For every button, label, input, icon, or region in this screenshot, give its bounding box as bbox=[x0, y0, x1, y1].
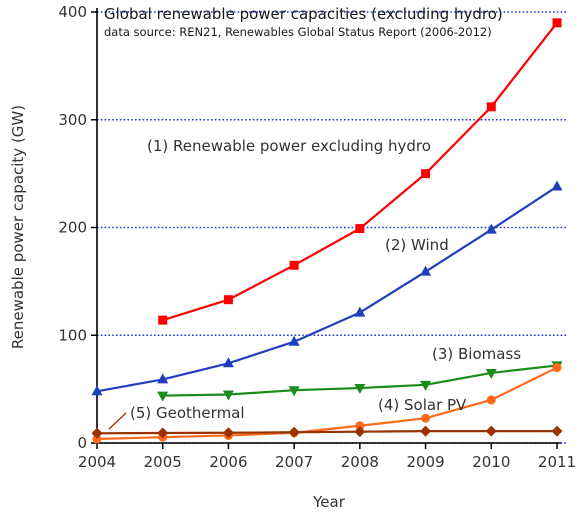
series-line-5-geothermal bbox=[96, 430, 557, 435]
data-point-4-solar-pv-2004 bbox=[92, 434, 102, 444]
y-tick-label-300: 300 bbox=[58, 111, 87, 129]
data-point-3-biomass-2007 bbox=[288, 386, 300, 397]
series-line-1-renewable-power-excluding-hydro bbox=[162, 22, 558, 322]
data-point-1-renewable-power-excluding-hydro-2010 bbox=[486, 102, 496, 112]
data-point-2-wind-2007 bbox=[288, 335, 300, 346]
data-point-3-biomass-2009 bbox=[420, 380, 432, 391]
x-tick-label-2008: 2008 bbox=[341, 453, 379, 471]
data-point-2-wind-2005 bbox=[157, 373, 169, 384]
data-point-1-renewable-power-excluding-hydro-2009 bbox=[421, 169, 431, 179]
x-tick-label-2006: 2006 bbox=[209, 453, 247, 471]
x-tick-label-2004: 2004 bbox=[78, 453, 116, 471]
series-line-4-solar-pv bbox=[96, 366, 558, 441]
data-point-3-biomass-2005 bbox=[157, 391, 169, 402]
data-point-1-renewable-power-excluding-hydro-2007 bbox=[289, 260, 299, 270]
x-tick-label-2011: 2011 bbox=[538, 453, 576, 471]
data-point-4-solar-pv-2008 bbox=[355, 421, 365, 431]
data-point-5-geothermal-2008 bbox=[354, 426, 366, 438]
y-tick-label-0: 0 bbox=[77, 434, 87, 452]
data-point-2-wind-2004 bbox=[91, 385, 103, 396]
data-point-4-solar-pv-2009 bbox=[421, 413, 431, 423]
x-axis-title: Year bbox=[312, 493, 346, 511]
data-point-1-renewable-power-excluding-hydro-2011 bbox=[552, 18, 562, 28]
data-point-1-renewable-power-excluding-hydro-2005 bbox=[158, 315, 168, 325]
y-tick-label-200: 200 bbox=[58, 219, 87, 237]
data-point-5-geothermal-2010 bbox=[485, 425, 497, 437]
data-point-4-solar-pv-2011 bbox=[552, 363, 562, 373]
chart-text: Global renewable power capacities (exclu… bbox=[9, 5, 521, 511]
data-point-5-geothermal-2004 bbox=[91, 427, 103, 439]
y-tick-label-400: 400 bbox=[58, 3, 87, 21]
x-tick-label-2010: 2010 bbox=[472, 453, 510, 471]
data-point-2-wind-2010 bbox=[485, 223, 497, 234]
x-tick-label-2009: 2009 bbox=[406, 453, 444, 471]
series-label-biomass: (3) Biomass bbox=[432, 345, 521, 363]
data-point-2-wind-2006 bbox=[222, 357, 234, 368]
data-point-5-geothermal-2006 bbox=[222, 427, 234, 439]
geothermal-label-pointer bbox=[108, 412, 127, 430]
data-point-2-wind-2008 bbox=[354, 306, 366, 317]
data-point-5-geothermal-2011 bbox=[551, 425, 563, 437]
series-line-2-wind bbox=[96, 185, 558, 393]
x-tick-label-2007: 2007 bbox=[275, 453, 313, 471]
data-point-5-geothermal-2007 bbox=[288, 426, 300, 438]
data-point-5-geothermal-2009 bbox=[420, 425, 432, 437]
data-point-4-solar-pv-2010 bbox=[486, 395, 496, 405]
data-point-2-wind-2011 bbox=[551, 180, 563, 191]
y-tick-label-100: 100 bbox=[58, 326, 87, 344]
data-point-3-biomass-2008 bbox=[354, 384, 366, 395]
data-point-5-geothermal-2005 bbox=[157, 427, 169, 439]
series-label-wind: (2) Wind bbox=[385, 236, 449, 254]
x-tick-label-2005: 2005 bbox=[144, 453, 182, 471]
series-markers bbox=[91, 18, 563, 444]
data-point-3-biomass-2006 bbox=[222, 390, 234, 401]
data-point-1-renewable-power-excluding-hydro-2006 bbox=[223, 295, 233, 305]
data-point-1-renewable-power-excluding-hydro-2008 bbox=[355, 224, 365, 234]
series-label-geothermal: (5) Geothermal bbox=[130, 404, 245, 422]
series-label-solar-pv: (4) Solar PV bbox=[378, 396, 467, 414]
axes: 0 100 200 300 400 2004 2005 2006 2007 2008 2009 201… bbox=[58, 3, 576, 471]
data-point-3-biomass-2010 bbox=[485, 368, 497, 379]
y-axis-title: Renewable power capacity (GW) bbox=[9, 105, 27, 349]
chart-subtitle: data source: REN21, Renewables Global St… bbox=[104, 25, 492, 39]
chart-title: Global renewable power capacities (exclu… bbox=[104, 5, 503, 23]
series-label-renewable: (1) Renewable power excluding hydro bbox=[147, 137, 431, 155]
data-point-2-wind-2009 bbox=[420, 265, 432, 276]
